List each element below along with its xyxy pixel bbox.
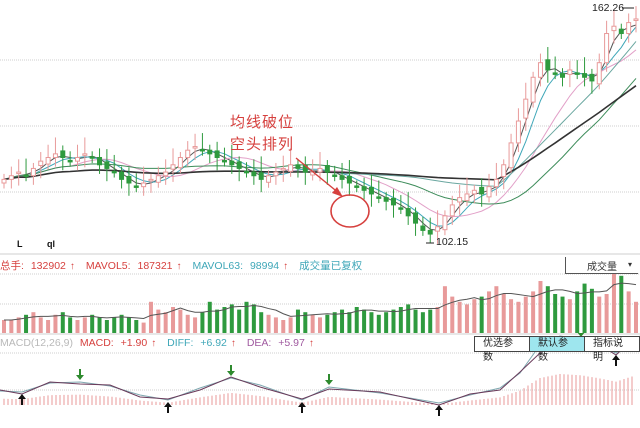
indicator-dropdown[interactable]: 成交量 ▾ xyxy=(565,257,638,274)
up-arrow-icon: ↑ xyxy=(230,338,236,349)
macd-legend: MACD(12,26,9) MACD: +1.90 ↑ DIFF: +6.92 ↑ … xyxy=(0,337,322,349)
mavol5: MAVOL5: 187321 ↑ xyxy=(85,260,182,272)
up-arrow-icon: ↑ xyxy=(308,338,314,349)
marker-ql: ql xyxy=(47,239,55,249)
macd-value: MACD: +1.90 ↑ xyxy=(79,337,157,349)
mavol63: MAVOL63: 98994 ↑ xyxy=(192,260,289,272)
macd-button-group: 优选参数 默认参数 指标说明 xyxy=(474,336,640,363)
price-low-value: 102.15 xyxy=(436,236,469,248)
optimized-params-button[interactable]: 优选参数 xyxy=(475,337,530,363)
default-params-button[interactable]: 默认参数 xyxy=(530,337,585,363)
up-arrow-icon: ↑ xyxy=(176,261,182,272)
price-panel xyxy=(0,6,640,255)
price-high-label: 162.26 xyxy=(592,2,624,14)
diff-value: DIFF: +6.92 ↑ xyxy=(167,337,236,349)
volume-total: 总手: 132902 ↑ xyxy=(0,260,75,272)
annotation-line-1: 均线破位 xyxy=(230,114,295,131)
up-arrow-icon: ↑ xyxy=(69,261,75,272)
chevron-down-icon: ▾ xyxy=(627,260,632,269)
marker-l: L xyxy=(17,239,23,249)
macd-title: MACD(12,26,9) xyxy=(0,337,73,349)
volume-panel xyxy=(0,260,640,335)
up-arrow-icon: ↑ xyxy=(151,338,157,349)
dea-value: DEA: +5.97 ↑ xyxy=(246,337,314,349)
up-arrow-icon: ↑ xyxy=(283,261,289,272)
volume-adjusted-note: 成交量已复权 xyxy=(299,260,363,272)
price-low-label: 102.15 xyxy=(436,236,468,248)
annotation-line-2: 空头排列 xyxy=(230,136,295,153)
chart-annotation: 均线破位 空头排列 xyxy=(230,112,294,156)
volume-legend: 总手: 132902 ↑ MAVOL5: 187321 ↑ MAVOL63: 989… xyxy=(0,258,366,273)
dropdown-value: 成交量 xyxy=(587,261,617,273)
price-high-value: 162.26 xyxy=(592,2,625,14)
indicator-help-button[interactable]: 指标说明 xyxy=(585,337,639,363)
